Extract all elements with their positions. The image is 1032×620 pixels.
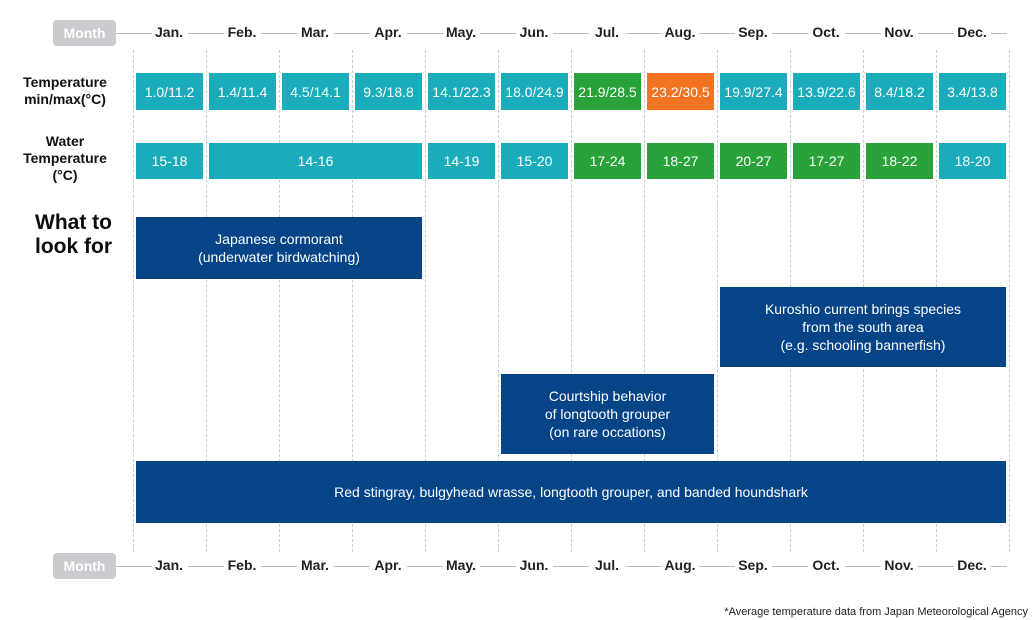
month-badge-top: Month [53, 20, 116, 46]
bottom-month-label: Nov. [884, 557, 914, 573]
air-temperature-cell: 23.2/30.5 [647, 73, 714, 110]
month-gridline [717, 50, 718, 552]
bottom-month-label: Oct. [812, 557, 840, 573]
air-temperature-cell: 13.9/22.6 [793, 73, 860, 110]
footnote: *Average temperature data from Japan Met… [724, 606, 1028, 618]
month-separator-line [480, 566, 516, 567]
month-gridline [133, 50, 134, 552]
top-month-label: May. [445, 24, 477, 40]
bottom-month-label: Mar. [300, 557, 330, 573]
air-temperature-cell: 21.9/28.5 [574, 73, 641, 110]
water-temperature-cell: 15-20 [501, 143, 568, 179]
species-highlight-text: Courtship behavior of longtooth grouper … [544, 388, 671, 440]
month-gridline [352, 50, 353, 552]
species-highlight-bar: Japanese cormorant (underwater birdwatch… [136, 217, 422, 279]
top-month-label: Mar. [300, 24, 330, 40]
water-temperature-row-label: Water Temperature (°C) [23, 133, 107, 183]
air-temperature-cell: 18.0/24.9 [501, 73, 568, 110]
top-month-label: Oct. [812, 24, 840, 40]
air-temperature-cell: 1.0/11.2 [136, 73, 203, 110]
species-highlight-bar: Courtship behavior of longtooth grouper … [501, 374, 714, 454]
water-temperature-cell: 18-27 [647, 143, 714, 179]
water-temperature-cell: 18-20 [939, 143, 1006, 179]
month-separator-line [699, 33, 735, 34]
water-temperature-cell: 14-19 [428, 143, 495, 179]
air-temperature-cell: 9.3/18.8 [355, 73, 422, 110]
air-temperature-cell: 8.4/18.2 [866, 73, 933, 110]
water-temperature-cell: 14-16 [209, 143, 422, 179]
bottom-month-label: Jul. [594, 557, 620, 573]
month-separator-line [772, 33, 808, 34]
month-gridline [498, 50, 499, 552]
month-separator-line [845, 566, 881, 567]
water-temperature-cell: 18-22 [866, 143, 933, 179]
month-separator-line [991, 33, 1007, 34]
month-gridline [1009, 50, 1010, 552]
bottom-month-label: Sep. [738, 557, 768, 573]
air-temperature-cell: 1.4/11.4 [209, 73, 276, 110]
month-separator-line [553, 33, 589, 34]
month-separator-line [116, 566, 152, 567]
month-separator-line [991, 566, 1007, 567]
month-separator-line [261, 33, 297, 34]
bottom-month-label: Aug. [664, 557, 696, 573]
water-temperature-cell: 20-27 [720, 143, 787, 179]
species-highlight-text: Kuroshio current brings species from the… [764, 301, 962, 353]
month-separator-line [116, 33, 152, 34]
top-month-label: Apr. [374, 24, 402, 40]
bottom-month-label: Jan. [154, 557, 184, 573]
top-month-label: Jun. [519, 24, 549, 40]
what-to-look-for-title: What to look for [35, 211, 112, 258]
bottom-month-label: Dec. [957, 557, 987, 573]
month-separator-line [261, 566, 297, 567]
air-temperature-cell: 14.1/22.3 [428, 73, 495, 110]
month-badge-bottom: Month [53, 553, 116, 579]
top-month-label: Feb. [227, 24, 257, 40]
top-month-label: Aug. [664, 24, 696, 40]
bottom-month-label: Jun. [519, 557, 549, 573]
month-separator-line [845, 33, 881, 34]
top-month-label: Dec. [957, 24, 987, 40]
water-temperature-cell: 15-18 [136, 143, 203, 179]
month-separator-line [772, 566, 808, 567]
month-separator-line [188, 33, 224, 34]
bottom-month-label: Apr. [374, 557, 402, 573]
month-separator-line [480, 33, 516, 34]
top-month-label: Jul. [594, 24, 620, 40]
month-separator-line [407, 566, 443, 567]
air-temperature-cell: 3.4/13.8 [939, 73, 1006, 110]
species-highlight-bar: Red stingray, bulgyhead wrasse, longtoot… [136, 461, 1006, 523]
month-separator-line [626, 566, 662, 567]
month-gridline [279, 50, 280, 552]
month-separator-line [188, 566, 224, 567]
air-temperature-row-label: Temperature min/max(°C) [23, 74, 107, 107]
air-temperature-cell: 19.9/27.4 [720, 73, 787, 110]
month-separator-line [918, 33, 954, 34]
month-separator-line [699, 566, 735, 567]
month-gridline [644, 50, 645, 552]
species-highlight-bar: Kuroshio current brings species from the… [720, 287, 1006, 367]
bottom-month-label: May. [445, 557, 477, 573]
month-gridline [206, 50, 207, 552]
month-gridline [425, 50, 426, 552]
species-highlight-text: Red stingray, bulgyhead wrasse, longtoot… [334, 484, 808, 500]
month-separator-line [407, 33, 443, 34]
month-separator-line [918, 566, 954, 567]
top-month-label: Nov. [884, 24, 914, 40]
water-temperature-cell: 17-27 [793, 143, 860, 179]
air-temperature-cell: 4.5/14.1 [282, 73, 349, 110]
month-separator-line [553, 566, 589, 567]
top-month-label: Jan. [154, 24, 184, 40]
month-separator-line [334, 566, 370, 567]
species-highlight-text: Japanese cormorant (underwater birdwatch… [198, 231, 360, 265]
top-month-label: Sep. [738, 24, 768, 40]
month-gridline [571, 50, 572, 552]
water-temperature-cell: 17-24 [574, 143, 641, 179]
bottom-month-label: Feb. [227, 557, 257, 573]
month-separator-line [334, 33, 370, 34]
month-separator-line [626, 33, 662, 34]
